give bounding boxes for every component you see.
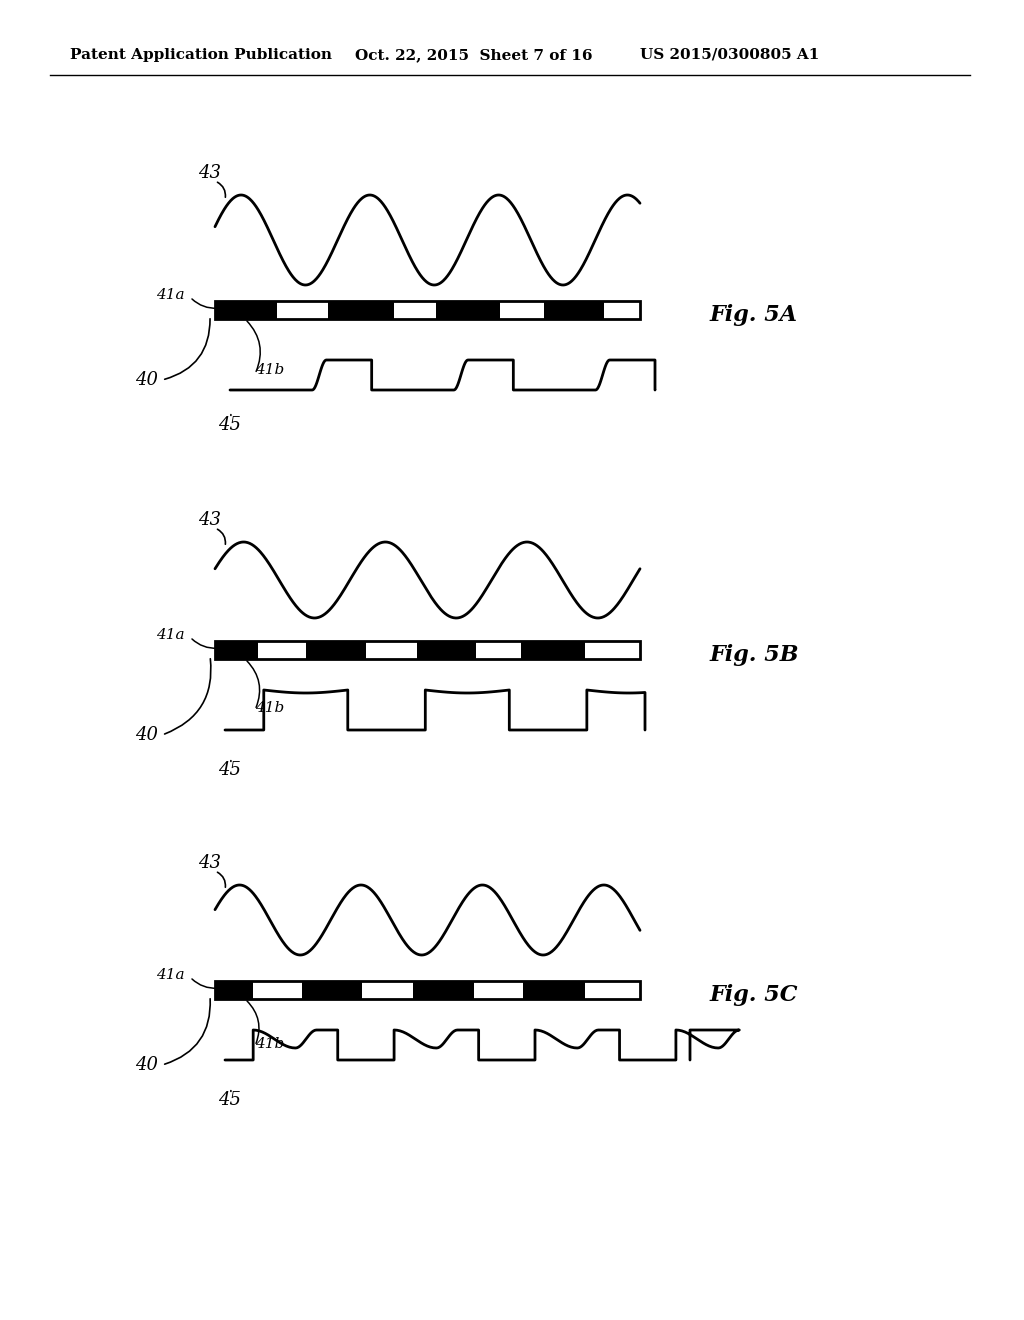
Bar [215,301,276,319]
Bar [215,642,640,659]
Text: 41b: 41b [255,701,285,715]
Bar [215,642,257,659]
Bar [417,642,476,659]
Bar [585,642,640,659]
Text: 40: 40 [135,371,158,389]
Bar [474,981,523,999]
Bar [523,981,585,999]
Bar [253,981,302,999]
Text: 41a: 41a [157,968,185,982]
Text: Patent Application Publication: Patent Application Publication [70,48,332,62]
Bar [604,301,640,319]
Bar [500,301,545,319]
Text: 43: 43 [199,164,221,182]
Text: 41b: 41b [255,363,285,378]
Bar [302,981,361,999]
Text: Fig. 5C: Fig. 5C [710,983,799,1006]
Bar [476,642,521,659]
Bar [393,301,436,319]
Text: 43: 43 [199,511,221,529]
Bar [215,301,640,319]
Text: 43: 43 [199,854,221,873]
Bar [585,981,640,999]
Bar [521,642,585,659]
Bar [361,981,413,999]
Bar [306,642,366,659]
Bar [366,642,417,659]
Bar [215,981,640,999]
Bar [436,301,500,319]
Text: 41a: 41a [157,628,185,642]
Bar [328,301,393,319]
Bar [413,981,474,999]
Text: 45: 45 [218,1092,242,1109]
Text: 41a: 41a [157,288,185,302]
Text: Fig. 5B: Fig. 5B [710,644,800,667]
Text: 45: 45 [218,762,242,779]
Text: 40: 40 [135,1056,158,1074]
Text: 40: 40 [135,726,158,744]
Text: 41b: 41b [255,1038,285,1051]
Text: US 2015/0300805 A1: US 2015/0300805 A1 [640,48,819,62]
Bar [545,301,604,319]
Bar [276,301,328,319]
Bar [257,642,306,659]
Text: 45: 45 [218,416,242,434]
Text: Oct. 22, 2015  Sheet 7 of 16: Oct. 22, 2015 Sheet 7 of 16 [355,48,593,62]
Text: Fig. 5A: Fig. 5A [710,304,798,326]
Bar [215,981,253,999]
